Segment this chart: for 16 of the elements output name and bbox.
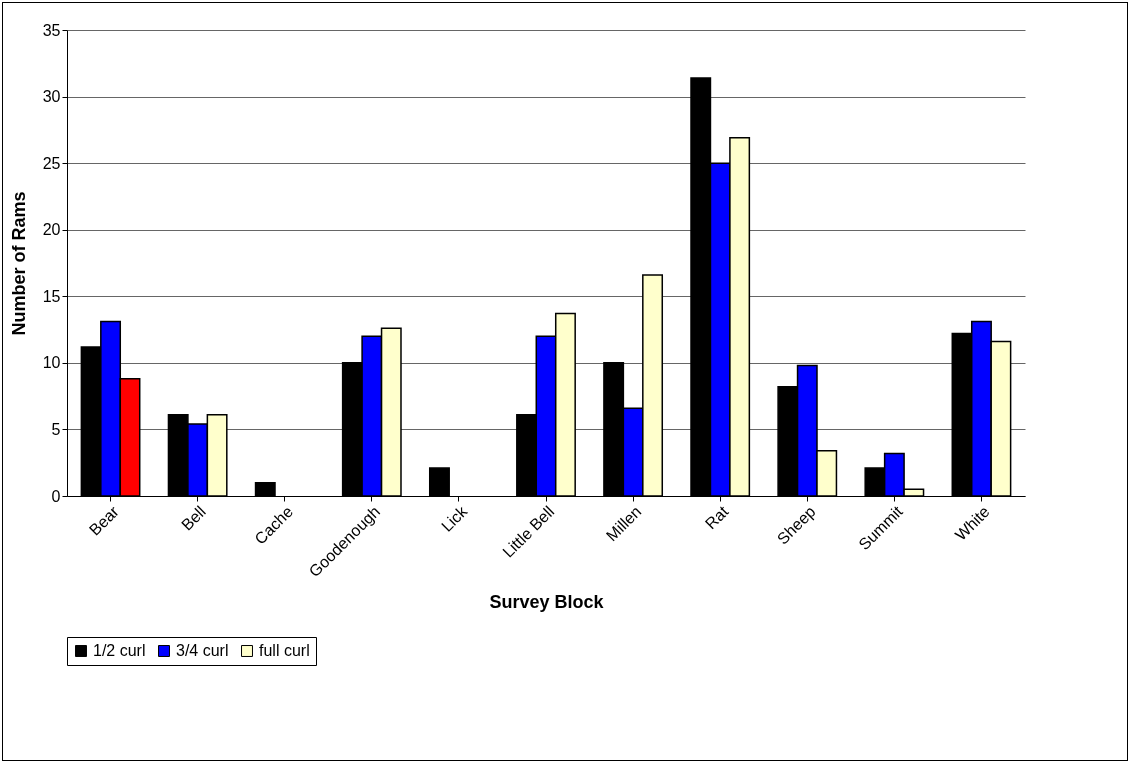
legend-label: 3/4 curl (176, 642, 229, 659)
legend-label: full curl (259, 642, 310, 659)
y-tick-label: 30 (42, 88, 61, 106)
y-tick-label: 35 (42, 21, 61, 39)
x-axis-title: Survey Block (489, 592, 605, 613)
x-tick-label: Bell (178, 502, 209, 534)
y-tick-label: 10 (42, 354, 61, 372)
y-tick-label: 5 (51, 420, 61, 438)
y-tick-label: 15 (42, 287, 61, 305)
y-tick-label: 0 (51, 487, 61, 505)
y-tick-label: 20 (42, 221, 61, 239)
y-axis-title: Number of Rams (8, 191, 29, 336)
legend-label: 1/2 curl (93, 642, 146, 659)
x-tick-label: Rat (701, 502, 732, 533)
x-tick-label: Lick (438, 502, 471, 535)
y-tick-label: 25 (42, 154, 61, 172)
